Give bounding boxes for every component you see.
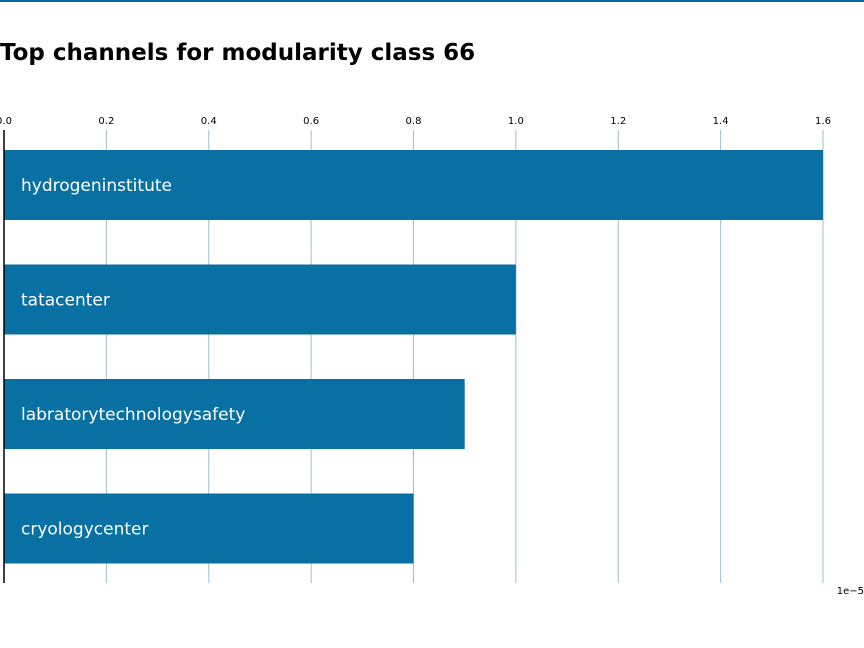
- x-axis-offset-label: 1e−5: [837, 586, 864, 597]
- bar-label: labratorytechnologysafety: [21, 405, 245, 425]
- chart-title: Top channels for modularity class 66: [0, 40, 476, 66]
- bar: [4, 264, 516, 335]
- x-tick-label: 1.2: [610, 116, 626, 127]
- bar: [4, 379, 465, 449]
- x-tick-label: 0.6: [303, 116, 319, 127]
- bar-label: cryologycenter: [21, 520, 148, 540]
- bar: [4, 493, 414, 564]
- tick-labels: 0.0 0.2 0.4 0.6 0.8 1.0 1.2 1.4 1.6: [0, 116, 831, 127]
- bar: [4, 150, 823, 220]
- bar-label: hydrogeninstitute: [21, 176, 172, 196]
- bars: hydrogeninstitute tatacenter labratorytech…: [4, 150, 823, 564]
- bar-label: tatacenter: [21, 291, 110, 311]
- x-tick-label: 0.8: [406, 116, 422, 127]
- x-tick-label: 0.0: [0, 116, 12, 127]
- x-tick-label: 1.6: [815, 116, 831, 127]
- x-tick-label: 1.4: [713, 116, 729, 127]
- top-rule: [0, 0, 864, 2]
- x-tick-label: 1.0: [508, 116, 524, 127]
- x-tick-label: 0.4: [201, 116, 217, 127]
- x-tick-label: 0.2: [98, 116, 114, 127]
